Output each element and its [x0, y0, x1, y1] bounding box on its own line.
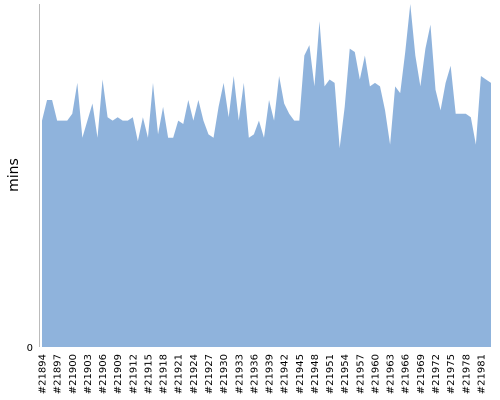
- x-tick-label: #21894: [38, 354, 49, 394]
- x-tick-label: #21930: [219, 354, 230, 394]
- x-tick-label: #21933: [234, 354, 245, 394]
- x-tick-label: #21957: [355, 354, 366, 394]
- x-tick-label: #21966: [401, 354, 412, 394]
- x-tick-label: #21963: [386, 354, 397, 394]
- x-tick-label: #21927: [204, 354, 215, 394]
- x-tick-label: #21912: [128, 354, 139, 394]
- x-tick-label: #21924: [189, 354, 200, 394]
- x-tick-label: #21906: [98, 354, 109, 394]
- x-tick-label: #21942: [280, 354, 291, 394]
- x-tick-label: #21909: [113, 354, 124, 394]
- y-axis-ticks: 0: [27, 343, 33, 354]
- x-tick-label: #21978: [461, 354, 472, 394]
- x-tick-label: #21975: [446, 354, 457, 394]
- x-tick-label: #21903: [83, 354, 94, 394]
- x-tick-label: #21960: [370, 354, 381, 394]
- x-tick-label: #21897: [53, 354, 64, 394]
- x-tick-label: #21948: [310, 354, 321, 394]
- x-tick-label: #21951: [325, 354, 336, 394]
- y-tick-label: 0: [27, 343, 33, 354]
- plot-area: [42, 4, 491, 347]
- x-tick-label: #21972: [431, 354, 442, 394]
- x-tick-label: #21900: [68, 354, 79, 394]
- area-series: [42, 4, 491, 347]
- y-axis-title: mins: [6, 158, 22, 192]
- x-tick-label: #21969: [416, 354, 427, 394]
- x-tick-label: #21939: [265, 354, 276, 394]
- x-tick-label: #21936: [249, 354, 260, 394]
- x-tick-label: #21945: [295, 354, 306, 394]
- x-tick-label: #21981: [476, 354, 487, 394]
- x-tick-label: #21915: [143, 354, 154, 394]
- x-tick-label: #21954: [340, 354, 351, 394]
- x-tick-label: #21921: [174, 354, 185, 394]
- x-tick-label: #21918: [159, 354, 170, 394]
- x-axis-ticks: #21894 #21897 #21900 #21903 #21906 #21909 #219…: [38, 354, 488, 394]
